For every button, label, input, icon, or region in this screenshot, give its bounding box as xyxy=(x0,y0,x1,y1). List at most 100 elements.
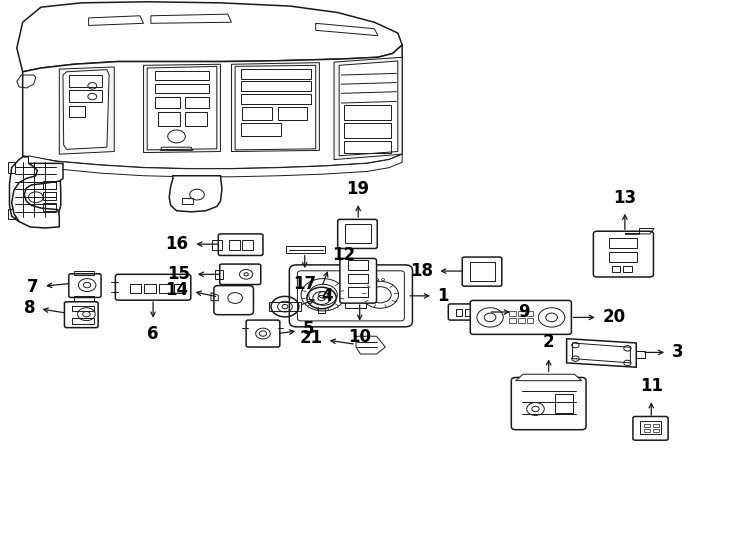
Text: 10: 10 xyxy=(348,328,371,346)
Text: 13: 13 xyxy=(614,189,636,207)
Polygon shape xyxy=(17,2,402,72)
Bar xyxy=(608,238,636,248)
Bar xyxy=(74,271,95,275)
Bar xyxy=(130,284,142,293)
Bar xyxy=(344,105,391,120)
Polygon shape xyxy=(170,176,222,212)
Bar xyxy=(155,71,209,80)
Bar xyxy=(527,318,534,323)
Text: 5: 5 xyxy=(302,320,314,338)
Polygon shape xyxy=(29,154,402,177)
Bar xyxy=(74,296,95,301)
Bar xyxy=(241,124,281,137)
Text: 21: 21 xyxy=(299,329,322,347)
Polygon shape xyxy=(23,45,402,168)
Polygon shape xyxy=(144,64,220,153)
Text: 17: 17 xyxy=(293,275,316,293)
Bar xyxy=(509,318,516,323)
FancyBboxPatch shape xyxy=(512,377,586,430)
Text: 19: 19 xyxy=(346,180,370,198)
Bar xyxy=(173,284,185,293)
Bar xyxy=(640,421,661,434)
Bar xyxy=(69,75,102,87)
Bar xyxy=(211,240,222,249)
FancyBboxPatch shape xyxy=(219,264,261,285)
Bar xyxy=(457,309,462,316)
Bar xyxy=(241,82,310,91)
FancyBboxPatch shape xyxy=(340,259,377,303)
Polygon shape xyxy=(567,339,636,367)
Bar xyxy=(8,163,15,173)
Bar xyxy=(214,270,223,279)
Bar xyxy=(43,181,57,189)
Text: 7: 7 xyxy=(27,278,39,296)
Bar xyxy=(653,429,658,432)
Polygon shape xyxy=(10,157,61,222)
Text: 6: 6 xyxy=(148,325,159,343)
Bar xyxy=(155,97,180,109)
Bar xyxy=(185,112,207,126)
FancyBboxPatch shape xyxy=(338,219,377,248)
Polygon shape xyxy=(63,70,109,150)
Bar xyxy=(241,69,310,79)
Text: 9: 9 xyxy=(518,303,529,321)
Bar xyxy=(527,312,534,316)
Bar xyxy=(344,141,391,153)
Text: 12: 12 xyxy=(332,246,355,264)
Bar xyxy=(182,198,193,204)
FancyBboxPatch shape xyxy=(246,320,280,347)
Bar xyxy=(43,192,57,200)
FancyBboxPatch shape xyxy=(65,302,98,328)
Bar xyxy=(345,224,371,243)
Polygon shape xyxy=(235,65,316,150)
Bar xyxy=(474,309,480,316)
FancyBboxPatch shape xyxy=(214,286,253,315)
Text: 2: 2 xyxy=(543,333,554,351)
Bar xyxy=(159,112,180,126)
Bar xyxy=(348,260,368,270)
Text: 8: 8 xyxy=(23,299,35,316)
Bar xyxy=(555,394,573,413)
Bar xyxy=(241,94,310,104)
Text: 4: 4 xyxy=(321,287,333,305)
Bar xyxy=(611,266,620,272)
Bar xyxy=(518,318,525,323)
FancyBboxPatch shape xyxy=(448,304,491,320)
Bar xyxy=(69,106,85,117)
Bar xyxy=(72,319,94,324)
Bar xyxy=(242,107,272,120)
Polygon shape xyxy=(231,63,319,152)
Text: 18: 18 xyxy=(410,262,433,280)
Bar xyxy=(72,306,94,312)
Polygon shape xyxy=(334,57,402,160)
Bar xyxy=(277,107,307,120)
Bar xyxy=(185,97,209,109)
FancyBboxPatch shape xyxy=(289,265,413,327)
Bar xyxy=(348,287,368,297)
Text: 11: 11 xyxy=(640,377,663,395)
Text: 3: 3 xyxy=(672,343,683,361)
Bar xyxy=(653,423,658,427)
Bar xyxy=(269,302,301,311)
Bar xyxy=(644,429,650,432)
FancyBboxPatch shape xyxy=(593,231,653,277)
FancyBboxPatch shape xyxy=(470,300,571,334)
Polygon shape xyxy=(59,67,115,154)
Polygon shape xyxy=(148,66,217,150)
Bar xyxy=(318,308,325,313)
Bar xyxy=(470,262,495,281)
Bar xyxy=(518,312,525,316)
Polygon shape xyxy=(339,61,398,156)
Text: 15: 15 xyxy=(167,265,189,284)
FancyBboxPatch shape xyxy=(218,234,263,255)
Bar xyxy=(509,312,516,316)
Text: 16: 16 xyxy=(165,235,188,253)
Polygon shape xyxy=(12,164,63,228)
Bar xyxy=(608,252,636,262)
Bar xyxy=(348,274,368,284)
Bar xyxy=(155,84,209,93)
Bar xyxy=(623,266,632,272)
Bar xyxy=(465,309,471,316)
Bar xyxy=(229,240,239,249)
FancyBboxPatch shape xyxy=(69,274,101,298)
